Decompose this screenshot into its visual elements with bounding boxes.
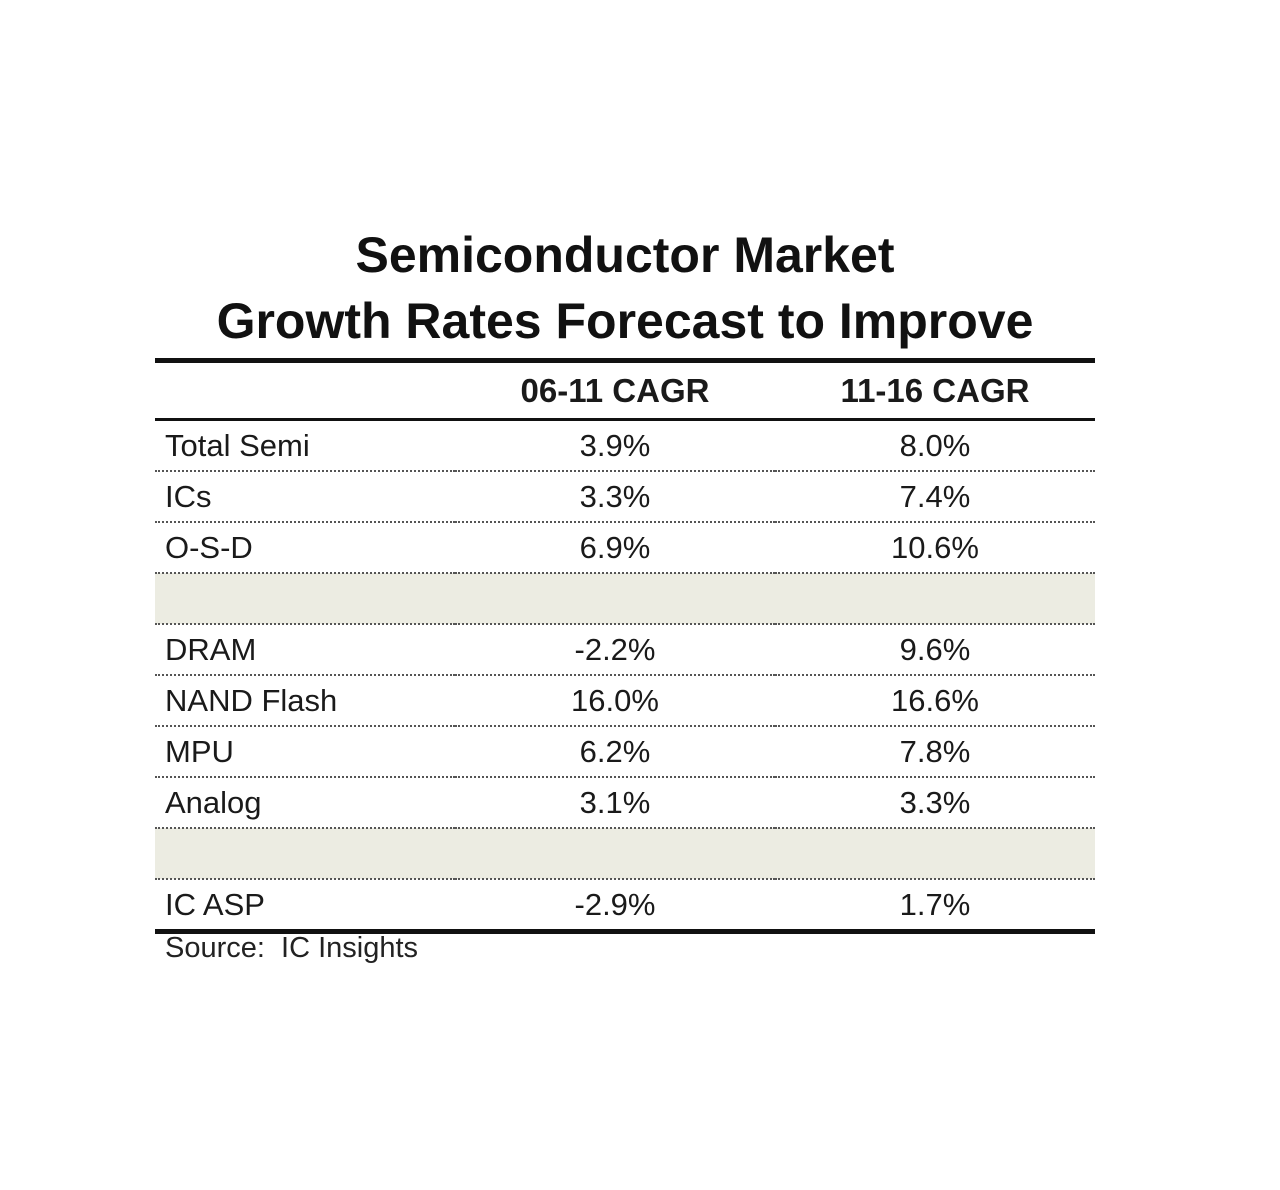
spacer-row — [155, 828, 1095, 880]
column-header-11-16: 11-16 CAGR — [840, 371, 1030, 409]
table-row: O-S-D 6.9% 10.6% — [155, 522, 1095, 574]
row-label: ICs — [155, 471, 455, 523]
row-label: Total Semi — [155, 419, 455, 472]
cell-06-11-cagr: 6.2% — [455, 726, 775, 778]
row-label — [155, 573, 455, 625]
chart-title-line-1: Semiconductor Market — [355, 227, 895, 283]
chart-title-line-2: Growth Rates Forecast to Improve — [216, 293, 1034, 349]
column-header-label — [155, 361, 455, 420]
cell-11-16-cagr: 16.6% — [775, 675, 1095, 727]
column-header-06-11: 06-11 CAGR — [520, 371, 710, 409]
cell-06-11-cagr: -2.2% — [455, 624, 775, 676]
cell-06-11-cagr — [455, 828, 775, 880]
cell-11-16-cagr: 7.8% — [775, 726, 1095, 778]
cell-06-11-cagr: -2.9% — [455, 879, 775, 934]
row-label: NAND Flash — [155, 675, 455, 727]
source-note: Source: IC Insights — [165, 932, 419, 964]
row-label: Analog — [155, 777, 455, 829]
cell-11-16-cagr: 9.6% — [775, 624, 1095, 676]
row-label: IC ASP — [155, 879, 455, 934]
table-row: MPU 6.2% 7.8% — [155, 726, 1095, 778]
table-row: IC ASP -2.9% 1.7% — [155, 879, 1095, 934]
cagr-table: 06-11 CAGR 11-16 CAGR Total Semi 3.9% 8.0%… — [155, 358, 1095, 934]
cell-11-16-cagr: 7.4% — [775, 471, 1095, 523]
cell-11-16-cagr: 8.0% — [775, 419, 1095, 472]
cell-11-16-cagr: 10.6% — [775, 522, 1095, 574]
table-row: NAND Flash 16.0% 16.6% — [155, 675, 1095, 727]
table-row: Total Semi 3.9% 8.0% — [155, 419, 1095, 472]
row-label: O-S-D — [155, 522, 455, 574]
table-row: ICs 3.3% 7.4% — [155, 471, 1095, 523]
spacer-row — [155, 573, 1095, 625]
table-body: Total Semi 3.9% 8.0% ICs 3.3% 7.4% O-S-D 6.9% 10… — [155, 419, 1095, 934]
cell-11-16-cagr — [775, 573, 1095, 625]
cell-06-11-cagr: 3.3% — [455, 471, 775, 523]
cell-11-16-cagr: 1.7% — [775, 879, 1095, 934]
cell-06-11-cagr: 16.0% — [455, 675, 775, 727]
cell-06-11-cagr: 6.9% — [455, 522, 775, 574]
table-header-row: 06-11 CAGR 11-16 CAGR — [155, 360, 1095, 420]
cell-11-16-cagr — [775, 828, 1095, 880]
cell-11-16-cagr: 3.3% — [775, 777, 1095, 829]
table-container: 06-11 CAGR 11-16 CAGR Total Semi 3.9% 8.0%… — [155, 358, 1095, 934]
table-row: DRAM -2.2% 9.6% — [155, 624, 1095, 676]
cell-06-11-cagr: 3.1% — [455, 777, 775, 829]
row-label — [155, 828, 455, 880]
table-row: Analog 3.1% 3.3% — [155, 777, 1095, 829]
cell-06-11-cagr: 3.9% — [455, 419, 775, 472]
row-label: MPU — [155, 726, 455, 778]
chart-title: Semiconductor Market Growth Rates Foreca… — [155, 222, 1095, 354]
cell-06-11-cagr — [455, 573, 775, 625]
row-label: DRAM — [155, 624, 455, 676]
